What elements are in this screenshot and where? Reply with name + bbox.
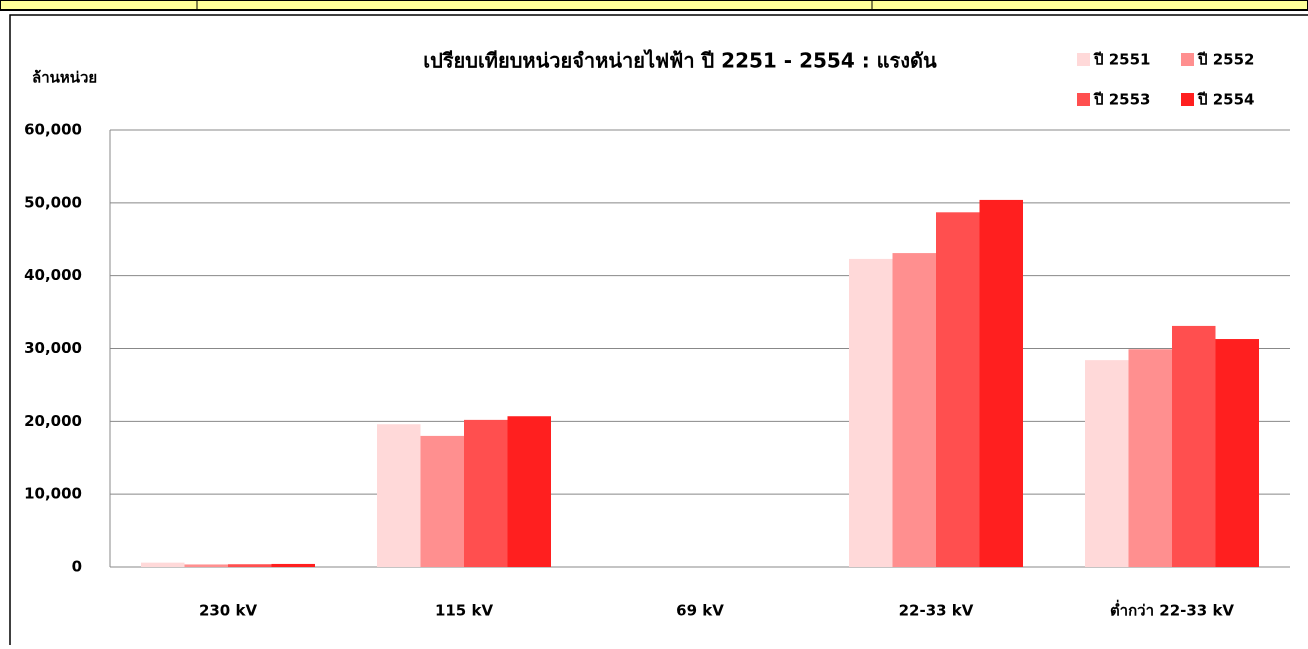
bar [141,562,185,567]
y-tick-label: 20,000 [24,412,82,430]
y-tick-label: 30,000 [24,339,82,357]
bar [420,435,464,567]
bar [979,199,1023,568]
x-tick-label: 230 kV [199,602,258,620]
bar [892,253,936,568]
y-tick-label: 50,000 [24,193,82,211]
y-tick-label: 0 [72,558,82,576]
sheet-row [0,0,1308,11]
bar [849,258,893,567]
bar [1215,339,1259,567]
bar [1172,325,1216,567]
bar [464,419,508,567]
legend-label: ปี 2552 [1197,51,1254,69]
chart-title: เปรียบเทียบหน่วยจำหน่ายไฟฟ้า ปี 2251 - 2… [423,49,937,73]
bar [1128,349,1172,567]
y-tick-label: 40,000 [24,266,82,284]
x-tick-label: 115 kV [435,602,494,620]
bar [271,563,315,567]
y-tick-label: 10,000 [24,485,82,503]
legend-swatch [1181,53,1194,66]
bar [184,564,228,567]
x-tick-label: ต่ำกว่า 22-33 kV [1110,600,1234,620]
legend-swatch [1077,53,1090,66]
bar [1085,360,1129,567]
bar [936,212,980,567]
bar [507,416,551,567]
y-axis-label: ล้านหน่วย [32,69,97,87]
x-tick-label: 22-33 kV [899,602,974,620]
bar [228,564,272,567]
legend-label: ปี 2551 [1093,51,1150,69]
x-tick-label: 69 kV [676,602,724,620]
y-tick-label: 60,000 [24,121,82,139]
legend-swatch [1181,93,1194,106]
legend-swatch [1077,93,1090,106]
legend-label: ปี 2554 [1197,91,1254,109]
bar [377,424,421,567]
legend-label: ปี 2553 [1093,91,1150,109]
